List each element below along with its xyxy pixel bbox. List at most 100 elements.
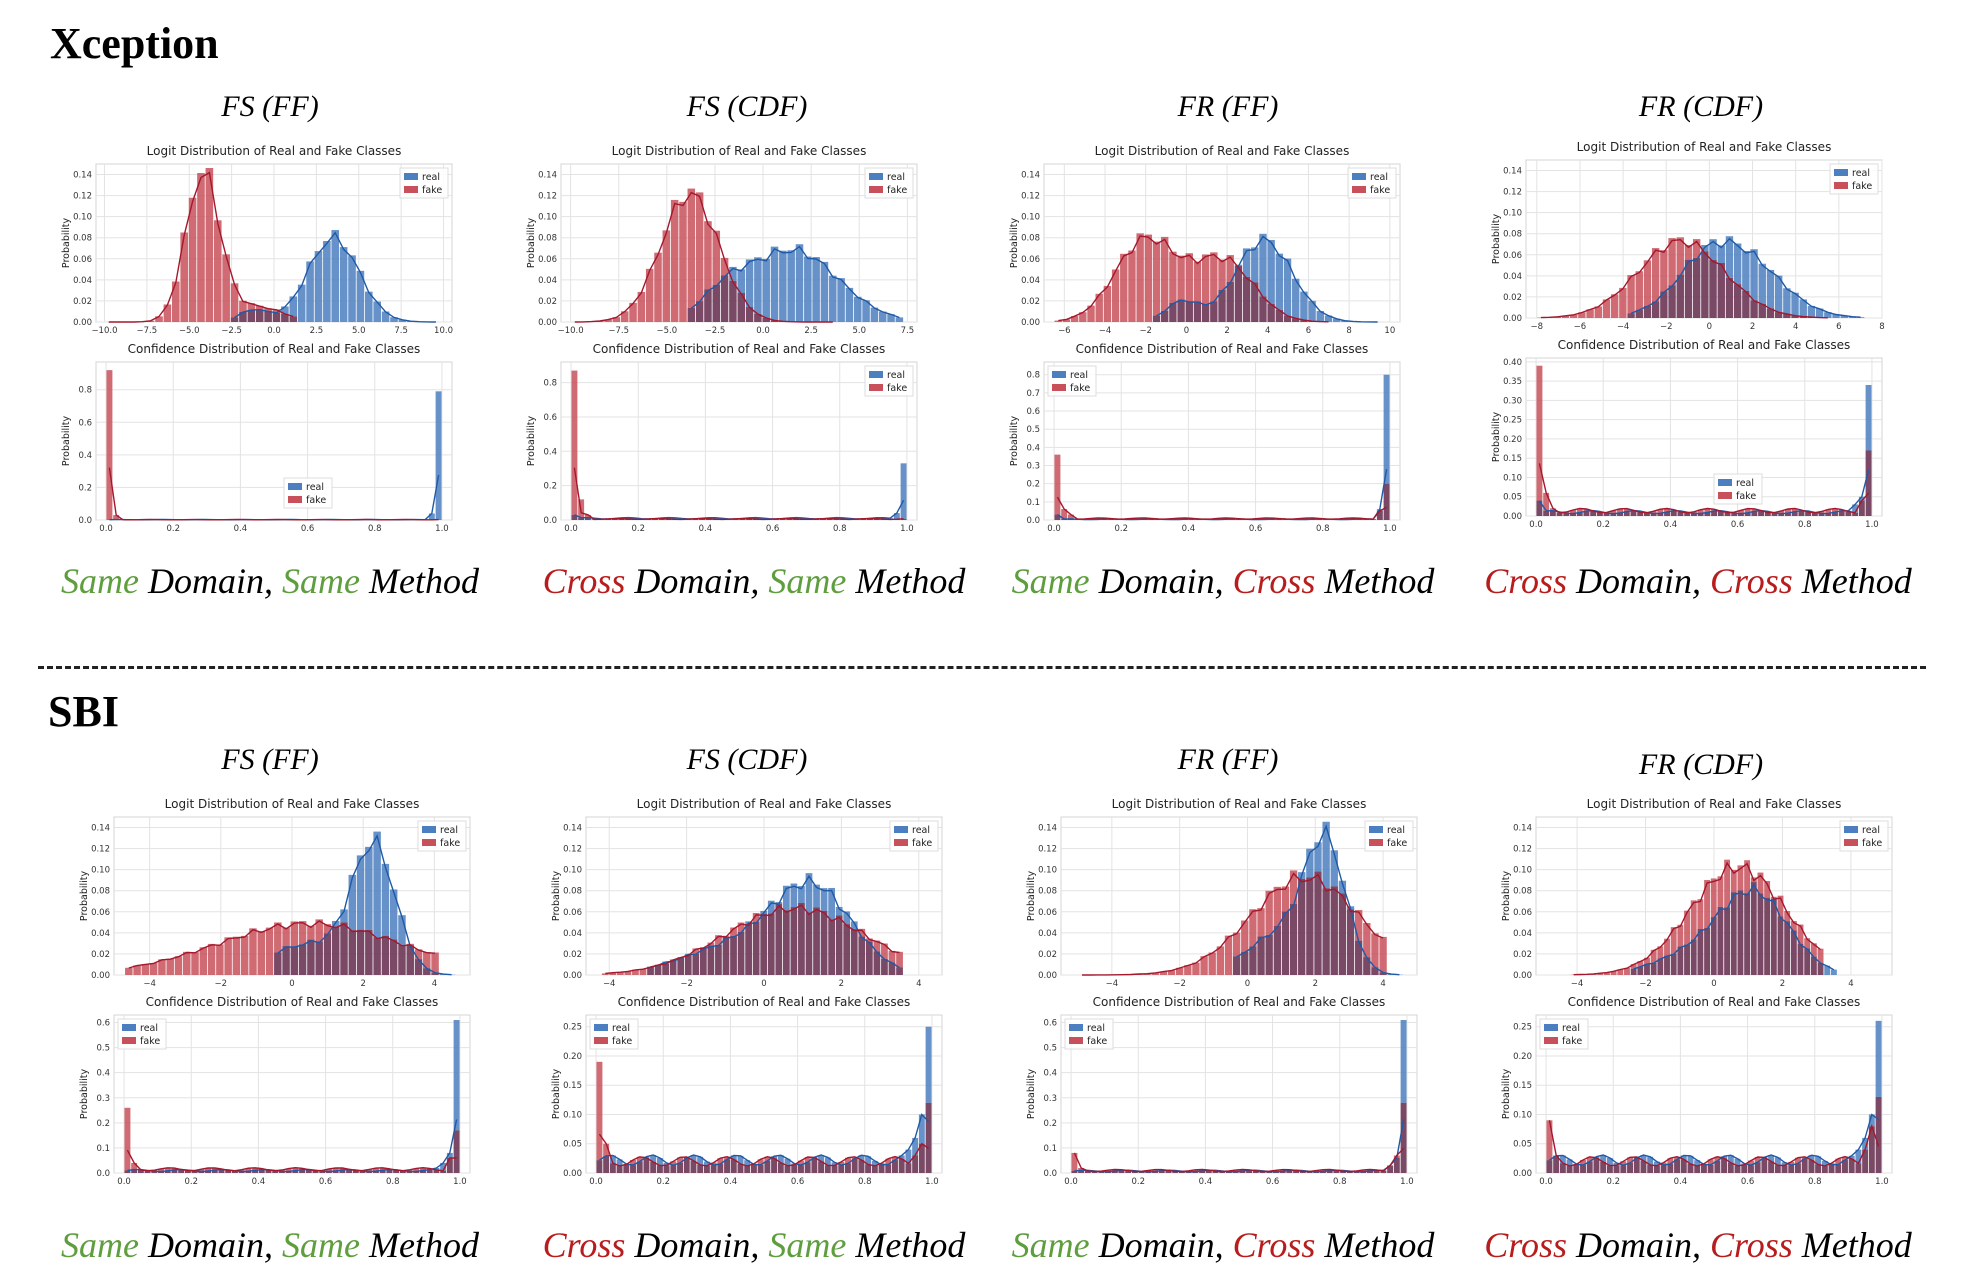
bar-fake [197, 173, 205, 322]
legend-swatch-fake [1834, 182, 1848, 189]
y-tick-label: 0.06 [1021, 255, 1040, 265]
caption-word: Cross [543, 561, 626, 601]
legend-swatch-real [288, 483, 302, 490]
y-tick-label: 0.02 [1021, 297, 1040, 307]
bar-overlap [1724, 907, 1730, 975]
bar-overlap [677, 958, 684, 975]
y-tick-label: 0.06 [91, 908, 110, 918]
x-tick-label: 0.2 [166, 524, 180, 534]
x-tick-label: 0.0 [1529, 520, 1543, 530]
legend-swatch-fake [1544, 1037, 1558, 1044]
bar-overlap [838, 1165, 844, 1173]
bar-overlap [1685, 260, 1692, 318]
caption-word: Domain, [139, 561, 282, 601]
bar-overlap [798, 903, 805, 975]
chart-xc-frcdf-conf: Confidence Distribution of Real and Fake… [1490, 338, 1890, 538]
bar-overlap [1771, 899, 1777, 975]
bar-overlap [1677, 947, 1683, 975]
y-axis-label: Probability [61, 218, 72, 269]
bar-real [1267, 240, 1274, 304]
bar-fake [1652, 248, 1659, 301]
bar-overlap [745, 924, 752, 975]
bar-overlap [1274, 926, 1281, 975]
y-tick-label: 0.8 [1026, 371, 1040, 381]
bar-real [1251, 247, 1258, 282]
x-tick-label: −6 [1058, 326, 1071, 336]
bar-overlap [1567, 1166, 1573, 1173]
bar-real [1876, 1021, 1882, 1097]
bar-overlap [273, 313, 281, 322]
bar-overlap [828, 919, 835, 975]
y-tick-label: 0.14 [1513, 824, 1532, 834]
bar-overlap [1543, 511, 1549, 516]
y-tick-label: 0.25 [1513, 1023, 1532, 1033]
x-tick-label: 8 [1346, 326, 1351, 336]
plot-area [1061, 1015, 1417, 1173]
x-tick-label: −2 [215, 979, 228, 989]
y-axis-label: Probability [79, 1069, 90, 1120]
y-tick-label: 0.06 [1503, 251, 1522, 261]
bar-overlap [1331, 886, 1338, 975]
x-tick-label: 8 [1879, 322, 1884, 332]
bar-fake [172, 282, 180, 322]
bar-overlap [365, 930, 372, 975]
y-tick-label: 0.10 [563, 866, 582, 876]
y-tick-label: 0.1 [96, 1144, 110, 1154]
legend-swatch-fake [422, 839, 436, 846]
y-tick-label: 0.6 [1043, 1019, 1057, 1029]
bar-overlap [1782, 1166, 1788, 1173]
x-tick-label: 1.0 [1875, 1177, 1889, 1187]
chart-title: Confidence Distribution of Real and Fake… [1093, 995, 1386, 1009]
bar-overlap [1627, 313, 1634, 318]
col-title-fr-ff: FR (FF) [993, 92, 1463, 122]
bar-overlap [1631, 969, 1637, 975]
bar-real [398, 915, 405, 945]
chart-sbi-fscdf-conf: Confidence Distribution of Real and Fake… [550, 995, 950, 1195]
bar-overlap [1764, 898, 1770, 975]
caption-xc-2: Same Domain, Cross Method [988, 563, 1458, 599]
y-tick-label: 0.40 [1503, 358, 1522, 368]
bar-overlap [1647, 1165, 1653, 1173]
caption-sbi-3: Cross Domain, Cross Method [1463, 1227, 1933, 1263]
x-tick-label: 4 [1265, 326, 1270, 336]
y-tick-label: 0.14 [73, 171, 92, 181]
x-tick-label: 0.6 [1249, 524, 1263, 534]
bar-overlap [1701, 251, 1708, 318]
bar-fake [266, 928, 273, 975]
x-tick-label: −7.5 [137, 326, 158, 336]
bar-overlap [1654, 1166, 1660, 1173]
bar-overlap [753, 922, 760, 975]
bar-fake [1136, 233, 1143, 322]
bar-fake [1145, 235, 1152, 322]
x-tick-label: −5.0 [179, 326, 200, 336]
bar-overlap [1339, 893, 1346, 975]
bar-overlap [785, 1166, 791, 1173]
bar-real [390, 889, 397, 939]
y-tick-label: 0.12 [73, 192, 92, 202]
caption-word: Cross [1710, 1225, 1793, 1265]
x-tick-label: 0.6 [1266, 1177, 1280, 1187]
legend-label-real: real [1862, 825, 1880, 836]
x-tick-label: −10.0 [91, 326, 117, 336]
bar-fake [191, 952, 198, 975]
bar-fake [1282, 886, 1289, 911]
caption-word: Method [846, 1225, 965, 1265]
x-tick-label: 0.0 [589, 1177, 603, 1187]
caption-sbi-0: Same Domain, Same Method [35, 1227, 505, 1263]
bar-overlap [1266, 935, 1273, 975]
plot-area [96, 362, 452, 520]
bar-overlap [791, 1165, 797, 1173]
bar-overlap [1697, 929, 1703, 975]
bar-real [854, 297, 862, 322]
legend-label-real: real [1562, 1023, 1580, 1034]
bar-fake [131, 1163, 137, 1170]
bar-overlap [382, 936, 389, 975]
x-tick-label: 0.4 [699, 524, 713, 534]
bar-real [1401, 1020, 1407, 1103]
legend-label-fake: fake [1087, 1036, 1107, 1047]
bar-fake [282, 927, 289, 946]
y-tick-label: 0.6 [78, 418, 92, 428]
legend-label-real: real [887, 172, 905, 183]
legend-swatch-real [1069, 1024, 1083, 1031]
col-title-fr-ff: FR (FF) [993, 745, 1463, 775]
